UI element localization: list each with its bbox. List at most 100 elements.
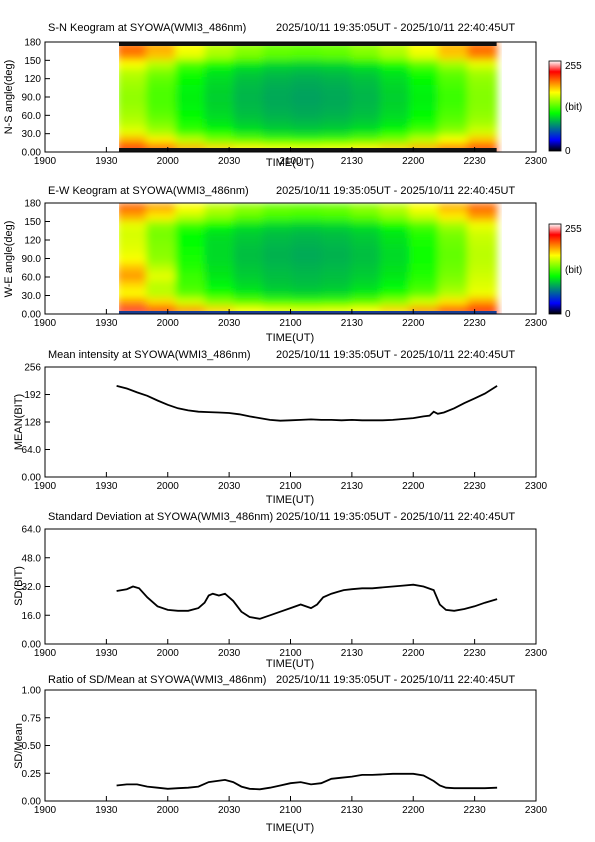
mean-y-tick-label: 64.0 [22,445,42,456]
ew-heatmap-cell [119,271,147,281]
sn-heatmap-cell [350,92,381,103]
sn-heatmap-cell [350,109,381,119]
sn-heatmap-cell [408,42,439,52]
ew-y-tick-label: 90.0 [22,254,42,265]
ew-time-range: 2025/10/11 19:35:05UT - 2025/10/11 22:40… [276,185,515,197]
sn-x-tick-label: 2300 [525,156,548,167]
ew-colorbar-max: 255 [565,224,582,235]
ratio-y-ticks: 0.00 0.25 0.50 0.75 1.00 [22,686,50,808]
ew-heatmap-cell [204,305,235,314]
sn-heatmap-cell [204,92,235,103]
sn-heatmap-cell [119,101,147,111]
sn-heatmap-cell [175,143,206,152]
ew-heatmap-cell [292,211,323,221]
sn-heatmap-cell [233,58,264,69]
ew-heatmap-cell [262,203,293,213]
sn-heatmap-cell [292,143,323,152]
sn-heatmap-cell [321,42,352,52]
ew-x-tick-label: 2030 [218,318,241,329]
ew-heatmap-cell [204,271,235,281]
sd-x-ticks: 1900 1930 2000 2030 2100 2130 2200 2230 2300 [34,639,548,659]
sn-heatmap-cell [262,42,293,52]
ew-heatmap-cell [204,237,235,247]
ew-heatmap-cell [119,228,147,238]
sn-heatmap-cell [204,135,235,145]
ew-heatmap-cell [408,211,439,221]
sn-heatmap-cell [204,126,235,136]
sd-y-tick-label: 32.0 [22,582,42,593]
ew-heatmap-cell [145,271,177,281]
ew-heatmap-cell [233,288,264,298]
ew-heatmap-cell [379,279,410,290]
sn-heatmap-cell [292,67,323,77]
sn-heatmap-cell [145,84,177,94]
ew-heatmap-cell [321,271,352,281]
ratio-x-tick-label: 2300 [525,805,548,816]
sn-heatmap-cell [262,58,293,69]
sn-colorbar-max: 255 [565,61,582,72]
mean-x-tick-label: 2300 [525,481,548,492]
sn-heatmap-cell [350,118,381,128]
ew-heatmap-cell [292,228,323,238]
ew-x-tick-label: 1930 [95,318,118,329]
ew-heatmap-cell [350,220,381,230]
sn-x-tick-label: 2000 [157,156,180,167]
sn-heatmap-cell [467,101,498,111]
sn-heatmap-cell [233,135,264,145]
ew-heatmap-cell [467,254,498,264]
sn-heatmap-cell [438,84,469,94]
sn-y-tick-label: 60.0 [22,111,42,122]
ew-heatmap-cell [119,279,147,290]
sn-heatmap-cell [233,92,264,103]
ew-heatmap-cell [175,254,206,264]
ew-heatmap-cell [233,271,264,281]
ew-heatmap-cell [119,305,147,314]
sn-heatmap-cell [467,92,498,103]
ew-heatmap-cell [321,228,352,238]
ew-heatmap-cell [379,237,410,247]
ew-heatmap-cell [379,262,410,273]
ew-heatmap-cell [204,203,235,213]
ew-heatmap-cell [438,220,469,230]
sn-keogram-panel: S-N Keogram at SYOWA(WMI3_486nm) 2025/10… [3,22,582,169]
ew-x-tick-label: 2200 [402,318,425,329]
sn-x-tick-label: 1930 [95,156,118,167]
ew-heatmap-cell [292,288,323,298]
sn-heatmap-cell [233,109,264,119]
sn-heatmap-cell [408,92,439,103]
sn-heatmap-cell [175,101,206,111]
sn-heatmap-cell [204,50,235,60]
ew-heatmap-cell [292,271,323,281]
ew-heatmap-cell [467,279,498,290]
sn-heatmap-cell [467,118,498,128]
ew-heatmap-cell [119,211,147,221]
sn-heatmap-cell [175,118,206,128]
ew-heatmap-cell [438,296,469,307]
sn-heatmap-cell [438,143,469,152]
sn-heatmap-cell [350,67,381,77]
sn-heatmap-cell [438,101,469,111]
ew-heatmap-cell [145,237,177,247]
sn-heatmap-cell [262,109,293,119]
sn-heatmap-cell [379,75,410,86]
ew-heatmap-cell [292,203,323,213]
ew-heatmap-cell [321,203,352,213]
sn-heatmap-cell [321,92,352,103]
ew-colorbar-gradient [548,223,562,315]
ew-heatmap-cell [145,211,177,221]
ew-heatmap-cell [204,228,235,238]
sn-heatmap-cell [204,101,235,111]
ew-heatmap-cell [119,296,147,307]
sn-heatmap-cell [233,118,264,128]
ew-heatmap-cell [262,279,293,290]
sn-heatmap-cell [175,109,206,119]
sn-y-ticks: 0.00 30.0 60.0 90.0 120 150 180 [22,38,50,159]
sd-y-tick-label: 16.0 [22,611,42,622]
sd-plot-frame [44,528,537,645]
ew-x-ticks: 1900 1930 2000 2030 2100 2130 2200 2230 2300 [34,309,548,329]
sn-heatmap-cell [204,67,235,77]
sd-x-tick-label: 2100 [279,648,302,659]
ew-heatmap-cell [262,271,293,281]
mean-x-tick-label: 1930 [95,481,118,492]
sn-heatmap-cell [145,67,177,77]
